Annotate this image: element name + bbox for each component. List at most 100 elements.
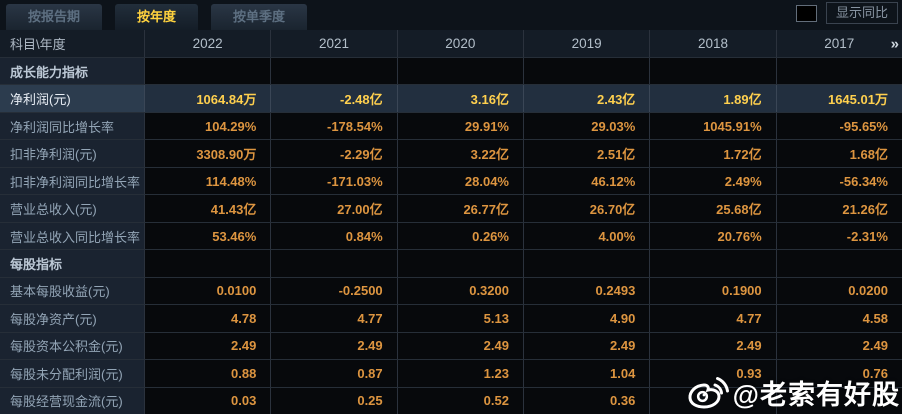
row-label: 每股未分配利润(元)	[0, 360, 145, 387]
cell-value: 2.49	[523, 332, 651, 360]
cell-value: 2.43亿	[523, 85, 651, 112]
cell-value	[145, 250, 272, 277]
cell-value: -56.34%	[776, 167, 902, 195]
cell-value: 0.3200	[397, 277, 524, 305]
cell-value: 3.16亿	[397, 85, 524, 112]
show-yoy-checkbox[interactable]	[795, 4, 817, 22]
row-label: 营业总收入同比增长率	[0, 222, 145, 250]
show-yoy-button[interactable]: 显示同比	[825, 2, 898, 24]
cell-value	[271, 58, 398, 85]
row-label: 每股资本公积金(元)	[0, 332, 145, 360]
more-years-icon[interactable]: »	[890, 35, 899, 52]
cell-value: 0.76	[776, 360, 902, 387]
cell-value: -95.65%	[776, 112, 902, 140]
cell-value: 3308.90万	[145, 140, 272, 167]
cell-value: 1064.84万	[145, 85, 272, 112]
table-row: 扣非净利润同比增长率 114.48% -171.03% 28.04% 46.12% 2.4…	[0, 166, 902, 195]
table-row: 基本每股收益(元) 0.0100 -0.2500 0.3200 0.2493 0.1900…	[0, 276, 902, 305]
table-row: 每股资本公积金(元) 2.49 2.49 2.49 2.49 2.49 2.49	[0, 331, 902, 360]
cell-value: 1.72亿	[650, 140, 777, 167]
tab-by-year[interactable]: 按年度	[115, 4, 199, 30]
corner-label: 科目\年度	[0, 30, 145, 57]
cell-value: 3.22亿	[397, 140, 524, 167]
cell-value: 26.70亿	[523, 195, 651, 222]
cell-value: 0.93	[650, 360, 777, 387]
cell-value: 2.49%	[650, 167, 777, 195]
cell-value: 2.49	[650, 332, 777, 360]
cell-value: 4.58	[776, 305, 902, 332]
cell-value: 114.48%	[145, 167, 272, 195]
cell-value: 4.77	[650, 305, 777, 332]
cell-value: 29.91%	[397, 112, 524, 140]
table-row: 净利润同比增长率 104.29% -178.54% 29.91% 29.03% 1045.…	[0, 111, 902, 140]
cell-value: 4.78	[145, 305, 272, 332]
cell-value: 53.46%	[145, 222, 272, 250]
cell-value: -2.29亿	[271, 140, 398, 167]
row-label: 每股净资产(元)	[0, 305, 145, 332]
cell-value: 41.43亿	[145, 195, 272, 222]
cell-value: 21.26亿	[776, 195, 902, 222]
cell-value: 46.12%	[523, 167, 651, 195]
cell-value: 20.76%	[650, 222, 777, 250]
cell-value: -171.03%	[271, 167, 398, 195]
cell-value	[650, 387, 777, 414]
table-row: 营业总收入(元) 41.43亿 27.00亿 26.77亿 26.70亿 25.68亿 21…	[0, 194, 902, 222]
cell-value: 2.49	[776, 332, 902, 360]
year-column-header: 2022	[145, 30, 272, 57]
row-label: 扣非净利润(元)	[0, 140, 145, 167]
financial-metrics-table: 科目\年度 2022 2021 2020 2019 2018 2017» 成长能力指标 净利…	[0, 30, 902, 414]
cell-value: 104.29%	[145, 112, 272, 140]
cell-value: 1045.91%	[650, 112, 777, 140]
yoy-controls: 显示同比	[795, 2, 902, 30]
cell-value: 0.1900	[650, 277, 777, 305]
cell-value	[397, 58, 524, 85]
year-column-header: 2021	[271, 30, 398, 57]
cell-value: 2.49	[271, 332, 398, 360]
cell-value: 1.04	[523, 360, 651, 387]
cell-value	[397, 250, 524, 277]
table-row: 扣非净利润(元) 3308.90万 -2.29亿 3.22亿 2.51亿 1.72亿 1.6…	[0, 139, 902, 167]
cell-value: 0.88	[145, 360, 272, 387]
section-label: 每股指标	[0, 250, 145, 277]
cell-value: 26.77亿	[397, 195, 524, 222]
cell-value	[271, 250, 398, 277]
cell-value: 0.26%	[397, 222, 524, 250]
cell-value: 0.36	[523, 387, 651, 414]
cell-value: 0.03	[145, 387, 272, 414]
cell-value: 2.49	[145, 332, 272, 360]
year-column-header: 2019	[523, 30, 651, 57]
cell-value: 27.00亿	[271, 195, 398, 222]
row-label: 净利润同比增长率	[0, 112, 145, 140]
cell-value: 29.03%	[523, 112, 651, 140]
cell-value: 0.87	[271, 360, 398, 387]
cell-value	[523, 250, 651, 277]
row-label: 净利润(元)	[0, 85, 145, 112]
cell-value: 4.90	[523, 305, 651, 332]
cell-value	[145, 58, 272, 85]
cell-value: 4.77	[271, 305, 398, 332]
section-label: 成长能力指标	[0, 58, 145, 85]
cell-value: 0.52	[397, 387, 524, 414]
year-column-header: 2018	[650, 30, 777, 57]
year-column-header: 2017»	[776, 30, 902, 57]
tab-by-report-period[interactable]: 按报告期	[6, 4, 103, 30]
cell-value	[523, 58, 651, 85]
cell-value: 0.0100	[145, 277, 272, 305]
cell-value: 1.68亿	[776, 140, 902, 167]
cell-value: 2.51亿	[523, 140, 651, 167]
table-row: 净利润(元) 1064.84万 -2.48亿 3.16亿 2.43亿 1.89亿 1645.…	[0, 84, 902, 112]
cell-value: 1645.01万	[776, 85, 902, 112]
cell-value: 5.13	[397, 305, 524, 332]
cell-value: 0.2493	[523, 277, 651, 305]
row-label: 扣非净利润同比增长率	[0, 167, 145, 195]
year-column-header: 2020	[397, 30, 524, 57]
cell-value: -2.48亿	[271, 85, 398, 112]
cell-value	[650, 58, 777, 85]
cell-value: -178.54%	[271, 112, 398, 140]
cell-value	[776, 387, 902, 414]
table-row: 每股未分配利润(元) 0.88 0.87 1.23 1.04 0.93 0.76	[0, 359, 902, 387]
tab-by-quarter[interactable]: 按单季度	[211, 4, 308, 30]
cell-value: 0.0200	[776, 277, 902, 305]
cell-value	[776, 250, 902, 277]
